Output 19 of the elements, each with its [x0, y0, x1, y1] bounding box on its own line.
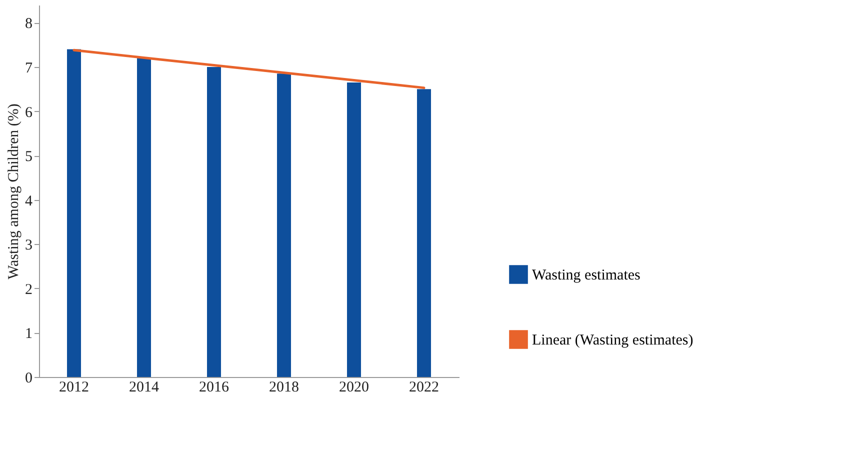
x-tick-label: 2022 — [409, 380, 439, 396]
y-tick-label: 3 — [25, 238, 32, 254]
legend-label: Wasting estimates — [532, 268, 641, 284]
legend-label: Linear (Wasting estimates) — [532, 332, 694, 348]
y-tick-label: 5 — [25, 149, 32, 166]
x-tick-label: 2012 — [59, 380, 89, 396]
y-tick-label: 4 — [25, 193, 33, 210]
x-tick-label: 2014 — [129, 380, 160, 396]
y-tick-label: 0 — [25, 370, 32, 386]
y-axis-title: Wasting among Children (%) — [6, 104, 22, 280]
y-tick-label: 8 — [25, 16, 32, 32]
x-tick-label: 2020 — [339, 380, 369, 396]
line-series — [72, 48, 426, 90]
y-tick-label: 6 — [25, 104, 33, 121]
y-tick-label: 2 — [25, 282, 32, 298]
y-tick-label: 1 — [25, 326, 32, 342]
x-tick-label: 2018 — [269, 380, 299, 396]
y-tick-label: 7 — [25, 60, 33, 76]
x-tick-label: 2016 — [199, 380, 230, 396]
